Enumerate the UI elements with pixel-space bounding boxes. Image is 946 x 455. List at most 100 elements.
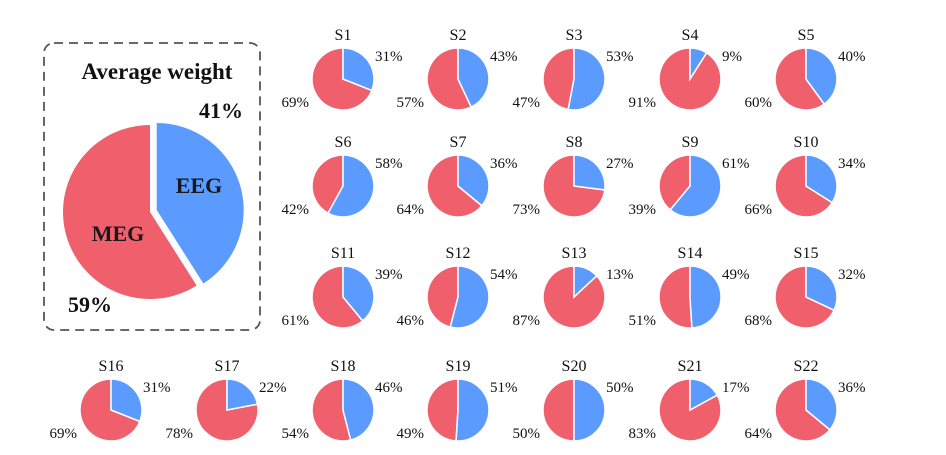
subject-title: S8 [566, 134, 583, 151]
subject-pie-s5: S5 40% 60% [745, 27, 866, 111]
subject-s9-meg-slice [658, 154, 691, 211]
subject-meg-percent: 64% [745, 426, 773, 442]
subject-meg-percent: 91% [629, 95, 657, 111]
average-eeg-percent: 41% [199, 98, 243, 123]
subject-s8-eeg-slice [573, 154, 606, 191]
average-pie [63, 123, 244, 299]
subject-title: S15 [794, 245, 819, 262]
subject-meg-percent: 87% [513, 313, 541, 329]
subject-s18-eeg-slice [342, 378, 375, 441]
subject-meg-percent: 39% [629, 202, 657, 218]
subject-s19-eeg-slice [455, 378, 490, 442]
subject-s3-eeg-slice [567, 47, 606, 111]
subject-pie-s21: S21 17% 83% [629, 358, 750, 442]
subject-s18-meg-slice [311, 378, 352, 442]
subject-eeg-percent: 31% [375, 49, 403, 65]
subject-meg-percent: 68% [745, 313, 773, 329]
subject-title: S6 [335, 134, 352, 151]
subject-title: S3 [566, 27, 583, 44]
subject-s19-meg-slice [426, 378, 459, 442]
subject-s5-meg-slice [774, 47, 826, 111]
subject-s20-meg-slice [542, 378, 575, 442]
subject-s22-eeg-slice [805, 378, 838, 431]
subject-s3-meg-slice [542, 47, 575, 111]
subject-eeg-percent: 40% [838, 49, 866, 65]
subject-eeg-percent: 50% [606, 380, 634, 396]
subject-title: S7 [450, 134, 467, 151]
subject-eeg-percent: 49% [722, 267, 750, 283]
subject-s21-eeg-slice [689, 378, 719, 412]
subject-meg-percent: 49% [397, 426, 425, 442]
subject-eeg-percent: 36% [838, 380, 866, 396]
subject-meg-percent: 69% [50, 426, 78, 442]
subject-eeg-percent: 43% [490, 49, 518, 65]
subject-title: S16 [99, 358, 124, 375]
subject-s7-meg-slice [426, 154, 483, 218]
subject-eeg-percent: 51% [490, 380, 518, 396]
subject-title: S14 [678, 245, 703, 262]
average-panel-border [43, 42, 261, 331]
subject-pie-s3: S3 53% 47% [513, 27, 634, 111]
subject-s10-eeg-slice [805, 154, 838, 204]
subject-title: S17 [215, 358, 240, 375]
subject-eeg-percent: 13% [606, 267, 634, 283]
subject-pie-s10: S10 34% 66% [745, 134, 866, 218]
subject-meg-percent: 60% [745, 95, 773, 111]
subject-title: S5 [798, 27, 815, 44]
subject-eeg-percent: 34% [838, 156, 866, 172]
subject-pie-s2: S2 43% 57% [397, 27, 518, 111]
subject-s15-eeg-slice [805, 265, 838, 312]
subject-s22-meg-slice [774, 378, 831, 442]
subject-pie-s22: S22 36% 64% [745, 358, 866, 442]
subject-pie-s19: S19 51% 49% [397, 358, 518, 442]
average-eeg-label: EEG [176, 173, 222, 198]
subject-meg-percent: 46% [397, 313, 425, 329]
subject-meg-percent: 42% [282, 202, 310, 218]
subject-title: S9 [682, 134, 699, 151]
subject-meg-percent: 73% [513, 202, 541, 218]
subject-pie-s11: S11 39% 61% [282, 245, 403, 329]
subject-pie-s17: S17 22% 78% [166, 358, 287, 442]
subject-eeg-percent: 61% [722, 156, 750, 172]
subject-pie-s15: S15 32% 68% [745, 245, 866, 329]
subject-meg-percent: 69% [282, 95, 310, 111]
subject-meg-percent: 51% [629, 313, 657, 329]
subject-meg-percent: 83% [629, 426, 657, 442]
subject-pie-s6: S6 58% 42% [282, 134, 403, 218]
subject-title: S4 [682, 27, 699, 44]
subject-meg-percent: 47% [513, 95, 541, 111]
average-meg-label: MEG [92, 221, 145, 246]
subject-s7-eeg-slice [457, 154, 490, 207]
subject-pie-s16: S16 31% 69% [50, 358, 171, 442]
subject-eeg-percent: 9% [722, 49, 742, 65]
subject-s12-meg-slice [426, 265, 459, 328]
subject-title: S18 [331, 358, 356, 375]
subject-title: S21 [678, 358, 703, 375]
subject-meg-percent: 54% [282, 426, 310, 442]
subject-pie-s4: S4 9% 91% [629, 27, 743, 111]
subject-s12-eeg-slice [449, 265, 490, 329]
subject-s13-eeg-slice [573, 265, 598, 299]
subject-s4-meg-slice [658, 47, 722, 111]
subject-pie-s13: S13 13% 87% [513, 245, 634, 329]
subject-meg-percent: 66% [745, 202, 773, 218]
subject-s14-eeg-slice [689, 265, 722, 329]
subject-s4-eeg-slice [689, 47, 708, 82]
subject-pie-s8: S8 27% 73% [513, 134, 634, 218]
average-eeg-slice [156, 123, 244, 284]
subject-s6-eeg-slice [327, 154, 375, 218]
subject-pie-s20: S20 50% 50% [513, 358, 634, 442]
subject-s2-eeg-slice [457, 47, 490, 109]
subject-s15-meg-slice [774, 265, 836, 329]
subject-s10-meg-slice [774, 154, 834, 218]
average-meg-percent: 59% [68, 292, 112, 317]
subject-pie-s14: S14 49% 51% [629, 245, 750, 329]
subject-meg-percent: 78% [166, 426, 194, 442]
subject-s17-meg-slice [195, 378, 259, 442]
subject-eeg-percent: 17% [722, 380, 750, 396]
subject-pie-s9: S9 61% 39% [629, 134, 750, 218]
subject-eeg-percent: 32% [838, 267, 866, 283]
subject-pie-s12: S12 54% 46% [397, 245, 518, 329]
subject-pies: S131%69%S243%57%S353%47%S49%91%S540%60%S… [50, 27, 866, 442]
